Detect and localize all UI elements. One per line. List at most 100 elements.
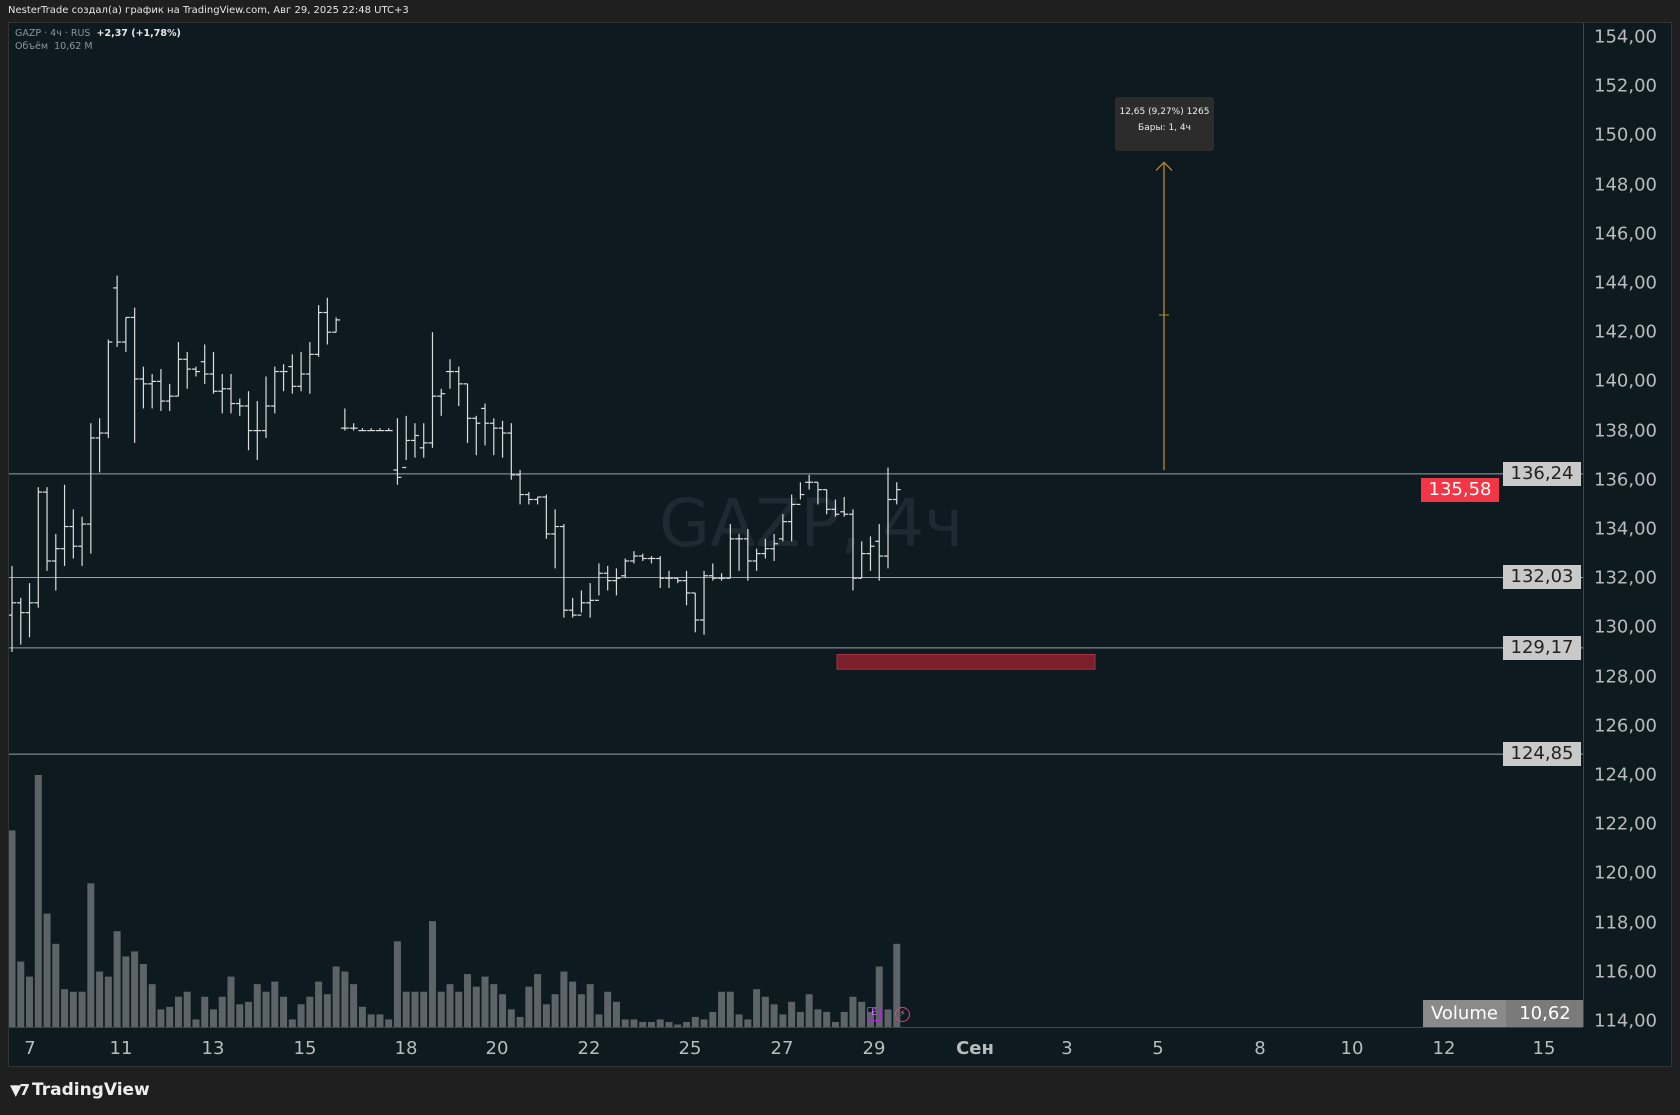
volume-bar bbox=[140, 964, 147, 1027]
volume-badge-label: Volume bbox=[1423, 1000, 1506, 1027]
volume-bar bbox=[236, 1004, 243, 1027]
volume-bar bbox=[280, 997, 287, 1027]
volume-bar bbox=[508, 1009, 515, 1027]
date-tick-label: 25 bbox=[679, 1038, 702, 1059]
volume-bar bbox=[61, 989, 68, 1027]
date-tick-label: 7 bbox=[24, 1038, 35, 1059]
measure-change: 12,65 (9,27%) 1265 bbox=[1115, 104, 1214, 120]
chart-canvas[interactable] bbox=[9, 23, 1583, 1027]
volume-bar bbox=[552, 994, 559, 1027]
volume-bar bbox=[464, 974, 471, 1027]
price-axis[interactable]: 154,00152,00150,00148,00146,00144,00142,… bbox=[1583, 23, 1673, 1027]
volume-bar bbox=[17, 961, 24, 1027]
legend-volume-value: 10,62 M bbox=[54, 41, 92, 52]
price-tick-label: 122,00 bbox=[1594, 814, 1657, 835]
volume-bar bbox=[175, 997, 182, 1027]
price-tick-label: 150,00 bbox=[1594, 125, 1657, 146]
price-tick-label: 130,00 bbox=[1594, 617, 1657, 638]
volume-badge: Volume 10,62 M bbox=[1423, 1000, 1583, 1027]
volume-bar bbox=[692, 1017, 699, 1027]
price-tick-label: 126,00 bbox=[1594, 715, 1657, 736]
volume-bar bbox=[595, 1014, 602, 1027]
volume-bar bbox=[245, 1002, 252, 1027]
volume-bar bbox=[271, 982, 278, 1027]
volume-bar bbox=[604, 992, 611, 1027]
volume-bar bbox=[849, 997, 856, 1027]
date-tick-label: 10 bbox=[1341, 1038, 1364, 1059]
volume-bar bbox=[122, 956, 129, 1027]
volume-bar bbox=[403, 992, 410, 1027]
volume-bar bbox=[52, 944, 59, 1027]
volume-bar bbox=[376, 1014, 383, 1027]
volume-bar bbox=[841, 1012, 848, 1027]
price-tick-label: 114,00 bbox=[1594, 1011, 1657, 1032]
volume-bar bbox=[885, 1009, 892, 1027]
volume-bar bbox=[771, 1004, 778, 1027]
volume-bar bbox=[324, 994, 331, 1027]
earnings-icon[interactable]: E bbox=[867, 1007, 881, 1021]
volume-bar bbox=[87, 883, 94, 1027]
volume-legend: Объём 10,62 M bbox=[15, 41, 93, 52]
volume-bar bbox=[657, 1019, 664, 1027]
price-tick-label: 140,00 bbox=[1594, 371, 1657, 392]
volume-bar bbox=[350, 984, 357, 1027]
date-tick-label: 3 bbox=[1061, 1038, 1072, 1059]
date-tick-label: Сен bbox=[956, 1038, 994, 1059]
price-tick-label: 144,00 bbox=[1594, 273, 1657, 294]
volume-bar bbox=[569, 982, 576, 1027]
price-tick-label: 118,00 bbox=[1594, 912, 1657, 933]
date-tick-label: 8 bbox=[1254, 1038, 1265, 1059]
volume-bar bbox=[718, 992, 725, 1027]
legend-change: +2,37 (+1,78%) bbox=[97, 28, 181, 39]
volume-bar bbox=[359, 1007, 366, 1027]
volume-bar bbox=[622, 1019, 629, 1027]
price-tick-label: 132,00 bbox=[1594, 568, 1657, 589]
volume-bar bbox=[315, 982, 322, 1027]
volume-bar bbox=[228, 977, 235, 1027]
volume-bar bbox=[192, 1019, 199, 1027]
volume-bar bbox=[210, 1009, 217, 1027]
volume-bar bbox=[578, 994, 585, 1027]
price-tick-label: 142,00 bbox=[1594, 322, 1657, 343]
date-tick-label: 15 bbox=[294, 1038, 317, 1059]
dividend-lightning-icon[interactable]: ⚡ bbox=[895, 1007, 910, 1022]
price-tick-label: 120,00 bbox=[1594, 863, 1657, 884]
date-tick-label: 11 bbox=[110, 1038, 133, 1059]
volume-bar bbox=[709, 1012, 716, 1027]
time-axis[interactable]: 7111315182022252729Сен358101215 bbox=[9, 1027, 1583, 1068]
volume-bar bbox=[44, 914, 51, 1027]
volume-bar bbox=[394, 941, 401, 1027]
date-tick-label: 27 bbox=[771, 1038, 794, 1059]
volume-bar bbox=[79, 992, 86, 1027]
volume-bar bbox=[411, 992, 418, 1027]
price-pane[interactable]: GAZP, 4ч GAZP · 4ч · RUS +2,37 (+1,78%) … bbox=[9, 23, 1583, 1027]
volume-bar bbox=[333, 967, 340, 1027]
volume-bar bbox=[701, 1019, 708, 1027]
volume-bar bbox=[306, 997, 313, 1027]
date-tick-label: 18 bbox=[395, 1038, 418, 1059]
volume-bar bbox=[482, 977, 489, 1027]
volume-bar bbox=[447, 984, 454, 1027]
volume-bar bbox=[26, 977, 33, 1027]
volume-bar bbox=[517, 1017, 524, 1027]
legend-volume-label: Объём bbox=[15, 41, 48, 52]
red-zone-rectangle bbox=[837, 654, 1095, 669]
volume-bar bbox=[473, 987, 480, 1027]
price-tick-label: 146,00 bbox=[1594, 223, 1657, 244]
volume-bar bbox=[753, 989, 760, 1027]
footer-brand[interactable]: ▼7 TradingView bbox=[10, 1080, 150, 1100]
volume-bar bbox=[736, 1014, 743, 1027]
volume-bar bbox=[298, 1004, 305, 1027]
price-tick-label: 138,00 bbox=[1594, 420, 1657, 441]
volume-bar bbox=[114, 931, 121, 1027]
volume-bar bbox=[814, 1009, 821, 1027]
measure-tooltip: 12,65 (9,27%) 1265 Бары: 1, 4ч bbox=[1115, 97, 1214, 151]
date-tick-label: 5 bbox=[1152, 1038, 1163, 1059]
volume-bar bbox=[341, 972, 348, 1027]
volume-bar bbox=[35, 775, 42, 1027]
volume-bar bbox=[149, 984, 156, 1027]
volume-bar bbox=[727, 992, 734, 1027]
date-tick-label: 15 bbox=[1533, 1038, 1556, 1059]
volume-bar bbox=[420, 992, 427, 1027]
volume-bar bbox=[263, 992, 270, 1027]
